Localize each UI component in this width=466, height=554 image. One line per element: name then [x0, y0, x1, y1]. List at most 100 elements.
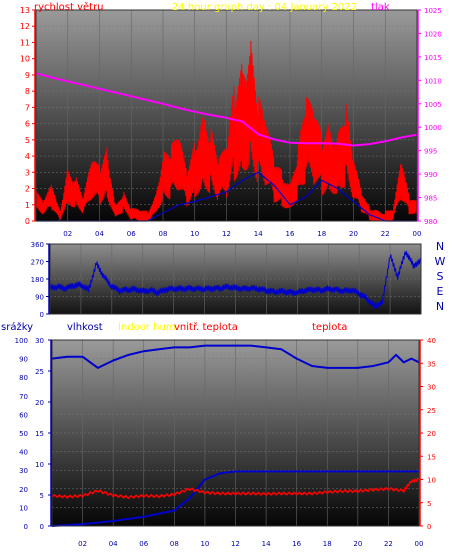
y-tick-label-humidity: 40 [19, 449, 28, 457]
y-tick-label-humidity: 60 [19, 411, 28, 419]
y-tick-label-wind: 6 [25, 120, 30, 129]
label-indoor-temp: vnitř. teplota [174, 321, 238, 333]
panel2-axes: 090180270360020406081012141618202200NWSE… [31, 240, 446, 319]
y-tick-label-rain: 15 [35, 430, 44, 438]
y-tick-label-pressure: 990 [424, 171, 437, 179]
y-tick-label-wind: 10 [20, 55, 30, 64]
y-tick-label-direction: 0 [40, 311, 44, 319]
x-tick-label: 18 [317, 230, 326, 238]
x-tick-label: 22 [381, 230, 390, 238]
x-tick-label: 16 [286, 230, 295, 238]
panel3-grid [52, 339, 420, 527]
x-tick-label: 14 [254, 230, 263, 238]
y-tick-label-pressure: 1020 [424, 30, 442, 38]
compass-label: S [437, 270, 444, 283]
x-tick-label: 08 [159, 230, 168, 238]
y-tick-label-pressure: 985 [424, 195, 437, 203]
x-tick-label: 00 [413, 230, 422, 238]
y-tick-label-wind: 5 [25, 136, 30, 145]
y-tick-label-rain: 0 [40, 523, 44, 531]
x-tick-label: 04 [109, 540, 118, 548]
x-tick-label: 00 [415, 540, 424, 548]
y-tick-label-rain: 5 [40, 492, 44, 500]
y-tick-label-wind: 1 [25, 201, 30, 210]
label-temperature: teplota [312, 322, 347, 333]
y-tick-label-direction: 270 [31, 259, 44, 267]
panel3-axes: 0102030405060708090100051015202530051015… [15, 337, 436, 548]
y-tick-label-humidity: 30 [19, 467, 28, 475]
label-pressure: tlak [371, 2, 390, 13]
y-tick-label-wind: 11 [20, 38, 30, 47]
y-tick-label-rain: 20 [35, 399, 44, 407]
x-tick-label: 06 [139, 540, 148, 548]
y-tick-label-wind: 9 [25, 71, 30, 80]
x-tick-label: 02 [63, 230, 72, 238]
x-tick-label: 12 [222, 230, 231, 238]
x-tick-label: 02 [78, 540, 87, 548]
y-tick-label-temp: 15 [427, 453, 436, 461]
x-tick-label: 20 [353, 540, 362, 548]
y-tick-label-temp: 40 [427, 337, 436, 345]
y-tick-label-wind: 13 [20, 6, 30, 15]
y-tick-label-temp: 35 [427, 360, 436, 368]
wind-direction-line [49, 250, 422, 309]
y-tick-label-direction: 360 [31, 241, 44, 249]
y-tick-label-pressure: 1005 [424, 101, 442, 109]
x-tick-label: 16 [292, 540, 301, 548]
pressure-line [35, 72, 418, 147]
compass-label: E [437, 285, 444, 298]
wind-speed-line [35, 40, 418, 222]
y-tick-label-wind: 0 [25, 217, 30, 226]
y-tick-label-pressure: 1010 [424, 77, 442, 85]
y-tick-label-wind: 8 [25, 87, 30, 96]
panel3-series [51, 344, 420, 527]
y-tick-label-wind: 3 [25, 168, 30, 177]
y-tick-label-temp: 20 [427, 430, 436, 438]
y-tick-label-wind: 4 [25, 152, 30, 161]
y-tick-label-humidity: 20 [19, 486, 28, 494]
y-tick-label-pressure: 1025 [424, 7, 442, 15]
y-tick-label-pressure: 1000 [424, 124, 442, 132]
label-srazky: srážky [1, 321, 33, 333]
y-tick-label-direction: 180 [31, 276, 44, 284]
x-tick-label: 10 [190, 230, 199, 238]
y-tick-label-direction: 90 [35, 294, 44, 302]
y-tick-label-humidity: 50 [19, 430, 28, 438]
y-tick-label-rain: 10 [35, 461, 44, 469]
y-tick-label-pressure: 995 [424, 148, 437, 156]
rain-line [51, 470, 419, 527]
compass-label: N [436, 240, 444, 253]
x-tick-label: 06 [127, 230, 136, 238]
y-tick-label-temp: 5 [427, 500, 431, 508]
chart-title: 24 hour graph day : 04 January 2022 [172, 2, 357, 13]
y-tick-label-humidity: 100 [15, 337, 28, 345]
y-tick-label-temp: 30 [427, 384, 436, 392]
x-tick-label: 22 [384, 540, 393, 548]
x-tick-label: 08 [170, 540, 179, 548]
y-tick-label-pressure: 980 [424, 218, 437, 226]
compass-label: W [435, 255, 446, 268]
y-tick-label-temp: 25 [427, 407, 436, 415]
panel1-axes: 0123456789101112139809859909951000100510… [20, 6, 442, 238]
y-tick-label-humidity: 90 [19, 356, 28, 364]
x-tick-label: 04 [95, 230, 104, 238]
y-tick-label-rain: 25 [35, 368, 44, 376]
humidity-line [51, 344, 420, 369]
y-tick-label-wind: 7 [25, 103, 30, 112]
x-tick-label: 10 [200, 540, 209, 548]
y-tick-label-wind: 12 [20, 22, 30, 31]
x-tick-label: 20 [349, 230, 358, 238]
temperature-line [51, 477, 420, 500]
label-vlhkost: vlhkost [67, 322, 103, 333]
compass-label: N [436, 300, 444, 313]
x-tick-label: 14 [262, 540, 271, 548]
y-tick-label-wind: 2 [25, 185, 30, 194]
x-tick-label: 18 [323, 540, 332, 548]
y-tick-label-temp: 0 [427, 523, 431, 531]
label-wind-speed: rychlost větru [34, 1, 104, 13]
y-tick-label-humidity: 0 [24, 523, 28, 531]
y-tick-label-temp: 10 [427, 477, 436, 485]
panel1-frame [35, 9, 418, 222]
